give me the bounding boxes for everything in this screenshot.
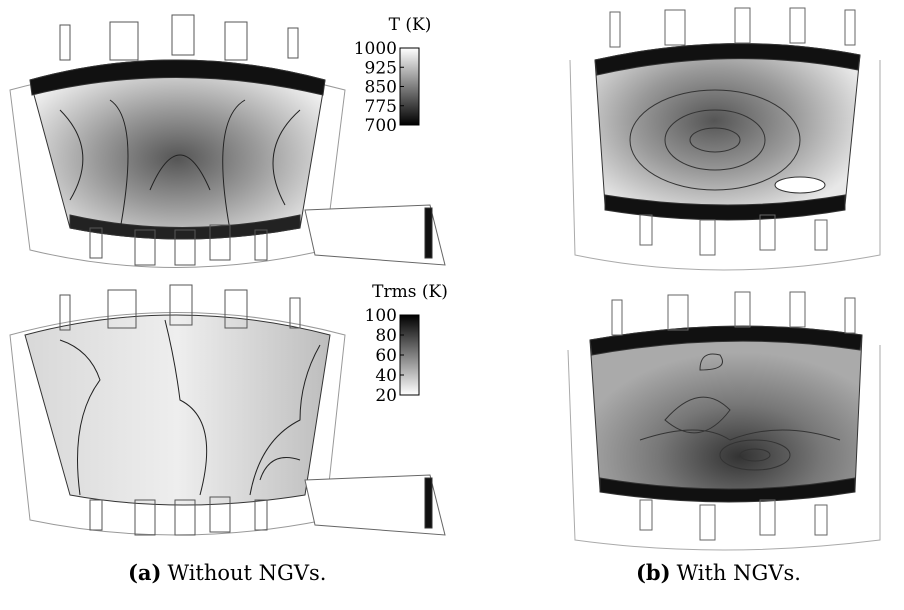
panel-b-top [569, 7, 881, 271]
colorbar-tick-label: 40 [375, 366, 397, 386]
colorbar-tick-label: 700 [365, 116, 397, 136]
caption-b: (b) With NGVs. [636, 560, 801, 585]
colorbar-tick-label: 925 [365, 58, 397, 78]
colorbar-tick-label: 80 [375, 326, 397, 346]
colorbar-tick-label: 775 [365, 97, 397, 117]
panel-a-top [9, 14, 446, 268]
colorbar-tick-label: 1000 [354, 39, 397, 59]
caption-a: (a) Without NGVs. [128, 560, 326, 585]
colorbar-tick-label: 60 [375, 346, 397, 366]
colorbar-title: T (K) [389, 15, 432, 35]
colorbar-tick-label: 850 [365, 78, 397, 98]
panel-b-bottom [567, 291, 881, 551]
caption-text: With NGVs. [676, 561, 801, 585]
colorbar-tick-label: 20 [375, 386, 397, 406]
colorbar-title: Trms (K) [372, 282, 448, 302]
caption-label: (a) [128, 560, 162, 585]
caption-text: Without NGVs. [167, 561, 327, 585]
caption-label: (b) [636, 560, 671, 585]
panel-a-bottom [9, 284, 446, 536]
colorbar-tick-label: 100 [365, 306, 397, 326]
